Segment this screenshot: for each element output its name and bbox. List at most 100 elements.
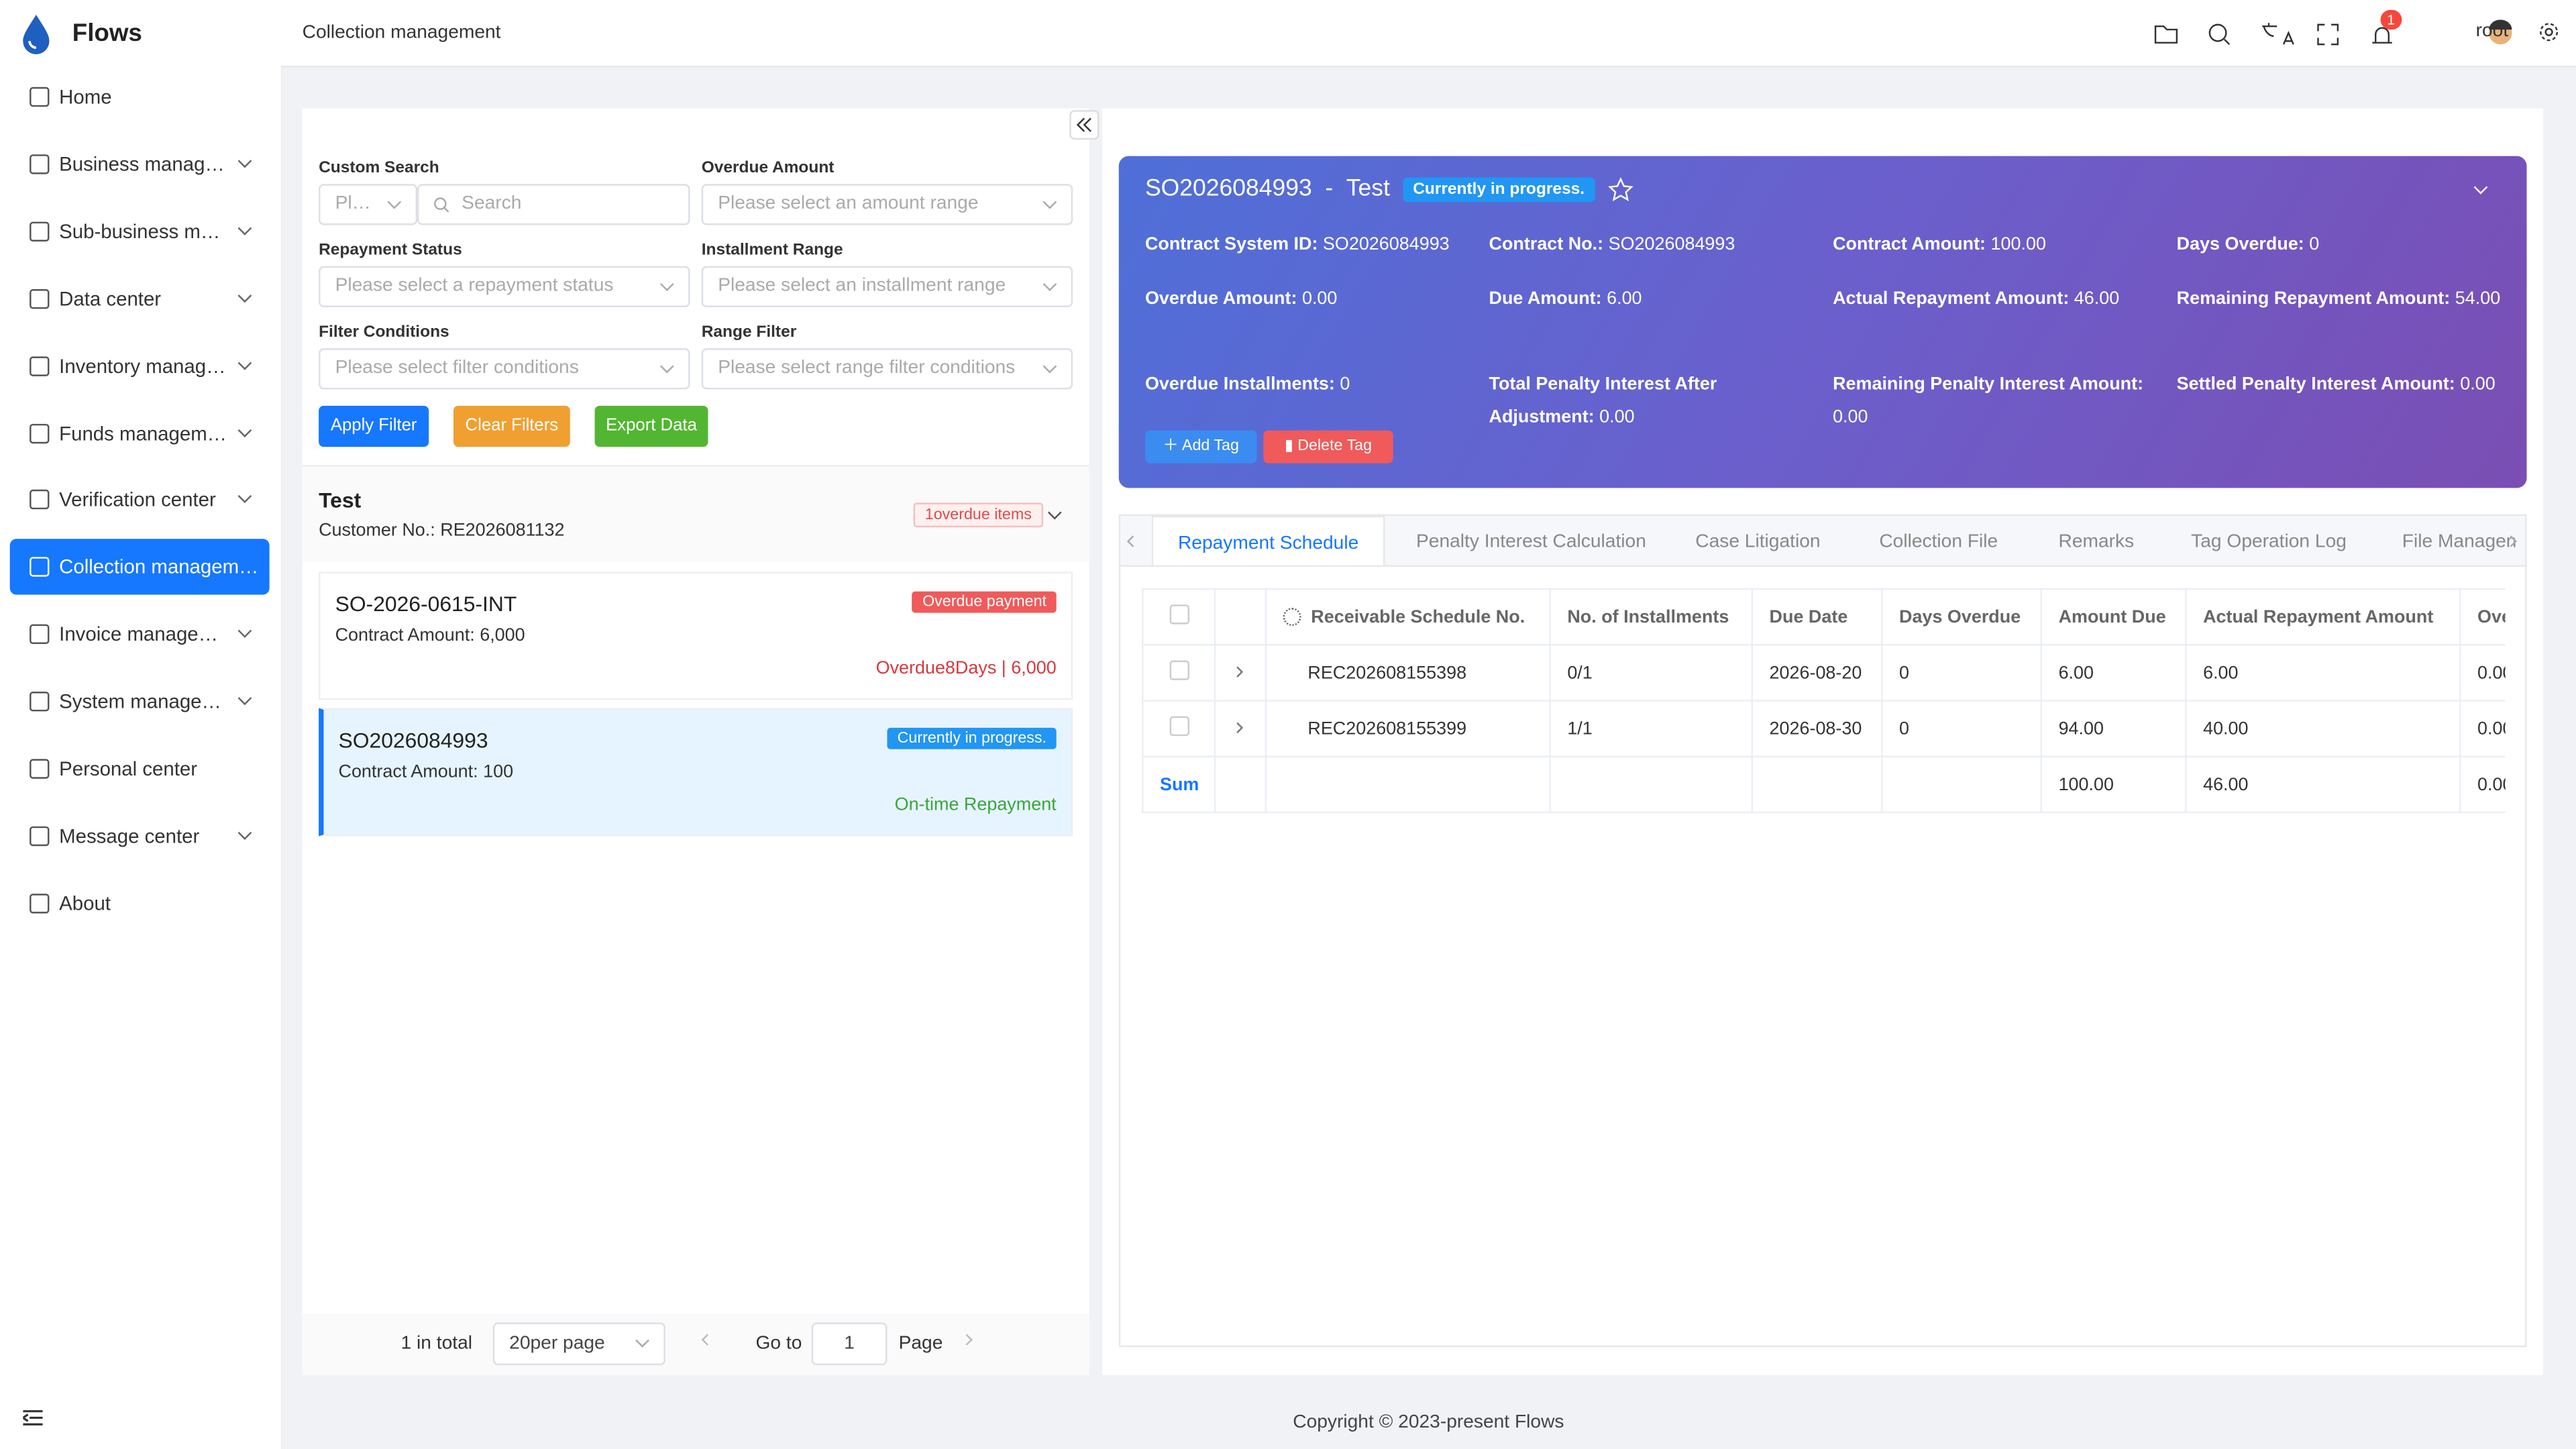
cell: 40.00: [2185, 700, 2461, 757]
menu-item[interactable]: Sub-business m…: [10, 203, 270, 259]
menu-item[interactable]: Data center: [10, 270, 270, 326]
tab[interactable]: Penalty Interest Calculation: [1416, 532, 1646, 552]
sidebar: Flows Home Business manag… Sub-business m……: [0, 0, 283, 1449]
menu-label: Message center: [59, 824, 200, 848]
breadcrumb: Collection management: [302, 23, 501, 43]
tab[interactable]: Case Litigation: [1695, 532, 1821, 552]
field: Contract System ID: SO2026084993: [1145, 228, 1482, 261]
field: Actual Repayment Amount: 46.00: [1833, 282, 2169, 315]
chevron: [237, 355, 252, 370]
menu-label: Funds managem…: [59, 421, 227, 445]
chevron: [237, 288, 252, 303]
select[interactable]: Pl…: [319, 184, 418, 225]
tab[interactable]: Remarks: [2058, 532, 2135, 552]
row-expand[interactable]: [1214, 644, 1267, 702]
header-icons[interactable]: [2154, 19, 2532, 49]
page-input[interactable]: 1: [811, 1322, 888, 1366]
add-tag[interactable]: ＋ Add Tag: [1144, 430, 1257, 464]
label: Repayment Status: [319, 241, 462, 260]
menu-item[interactable]: System manage…: [10, 674, 270, 729]
expand[interactable]: [2473, 180, 2488, 195]
customer-number: Customer No.: RE2026081132: [319, 521, 565, 541]
menu-item[interactable]: Invoice manage…: [10, 606, 270, 662]
page-size[interactable]: 20per page: [492, 1322, 665, 1366]
menu-item[interactable]: Message center: [10, 808, 270, 864]
export-button[interactable]: Export Data: [594, 405, 708, 447]
field-value: 0.00: [1599, 407, 1635, 427]
column-header: Amount Due: [2040, 588, 2187, 646]
row-select: [1142, 700, 1216, 757]
menu-item[interactable]: Personal center: [10, 741, 270, 796]
menu-item[interactable]: About: [10, 875, 270, 931]
field: Overdue Installments: 0: [1145, 368, 1482, 401]
settings[interactable]: [2538, 21, 2560, 43]
tab[interactable]: Collection File: [1879, 532, 1998, 552]
checkbox[interactable]: [1169, 716, 1189, 737]
header: Collection management 1 root: [280, 0, 2576, 68]
customer-name: Test: [1346, 176, 1390, 203]
pagination: 1 in total 20per page Go to 1 Page: [302, 1314, 1089, 1375]
field-value: 54.00: [2455, 289, 2501, 309]
row-expand[interactable]: [1214, 700, 1267, 757]
sum-cell: 100.00: [2040, 755, 2187, 814]
overdue-badge: 1overdue items: [913, 502, 1043, 528]
menu-label: Personal center: [59, 757, 197, 781]
sum-cell: 0.00: [2459, 755, 2506, 814]
collapse-sidebar[interactable]: [23, 1408, 43, 1428]
menu-item[interactable]: Collection managem…: [9, 539, 270, 596]
field: Contract No.: SO2026084993: [1489, 228, 1826, 261]
notification-badge: 1: [2380, 9, 2402, 30]
field-value: SO2026084993: [1322, 235, 1450, 255]
field: Remaining Penalty Interest Amount: 0.00: [1833, 368, 2169, 434]
search-input[interactable]: Search: [417, 184, 690, 225]
apply-button[interactable]: Apply Filter: [319, 405, 429, 447]
delete-tag-text: Delete Tag: [1297, 437, 1373, 455]
select[interactable]: Please select an amount range: [701, 184, 1073, 225]
menu-item[interactable]: Funds managem…: [10, 405, 270, 461]
chevron: [237, 825, 252, 840]
customer-name: Test: [319, 488, 362, 513]
menu-item[interactable]: Business manag…: [10, 136, 270, 192]
separator: -: [1325, 176, 1334, 203]
field-label: Settled Penalty Interest Amount:: [2176, 374, 2455, 394]
contract-card[interactable]: SO2026084993 Contract Amount: 100 Currentl…: [319, 708, 1073, 837]
sum-cell: [1751, 755, 1883, 814]
tab[interactable]: File Managen: [2402, 532, 2517, 552]
contract-note: Overdue8Days | 6,000: [875, 659, 1057, 679]
chevron: [237, 221, 252, 235]
favorite[interactable]: [1607, 176, 1633, 201]
menu-item[interactable]: Home: [10, 69, 270, 125]
goto: Go to: [755, 1334, 802, 1354]
menu-icon: [30, 557, 50, 578]
menu-icon: [30, 625, 50, 645]
field-label: Remaining Repayment Amount:: [2176, 289, 2451, 309]
select[interactable]: Please select range filter conditions: [701, 348, 1073, 390]
select[interactable]: Please select an installment range: [701, 266, 1073, 307]
menu-item[interactable]: Verification center: [10, 472, 270, 528]
user-name[interactable]: root: [2475, 21, 2509, 42]
field-label: Remaining Penalty Interest Amount:: [1833, 374, 2144, 394]
menu-label: Inventory manag…: [59, 354, 226, 378]
menu-item[interactable]: Inventory manag…: [10, 337, 270, 393]
label: Installment Range: [701, 241, 843, 260]
clear-button[interactable]: Clear Filters: [453, 405, 570, 447]
prev[interactable]: [701, 1334, 713, 1346]
menu-icon: [30, 692, 50, 712]
contract-card[interactable]: SO-2026-0615-INT Contract Amount: 6,000 Ov…: [319, 572, 1073, 700]
column-header: Days Overdue: [1881, 588, 2043, 646]
delete-tag[interactable]: ▮ Delete Tag: [1263, 430, 1393, 464]
cell: 2026-08-20: [1751, 644, 1883, 702]
tab[interactable]: Tag Operation Log: [2191, 532, 2347, 552]
next[interactable]: [961, 1334, 973, 1346]
select[interactable]: Please select a repayment status: [319, 266, 690, 307]
checkbox[interactable]: [1169, 660, 1189, 680]
cell: 2026-08-30: [1751, 700, 1883, 757]
select[interactable]: Please select filter conditions: [319, 348, 690, 390]
collapse-button[interactable]: [1069, 110, 1099, 140]
field-label: Due Amount:: [1489, 289, 1602, 309]
cell: 6.00: [2040, 644, 2187, 702]
expand-header: [1214, 588, 1267, 646]
checkbox[interactable]: [1169, 604, 1189, 625]
tab[interactable]: Repayment Schedule: [1151, 515, 1385, 566]
